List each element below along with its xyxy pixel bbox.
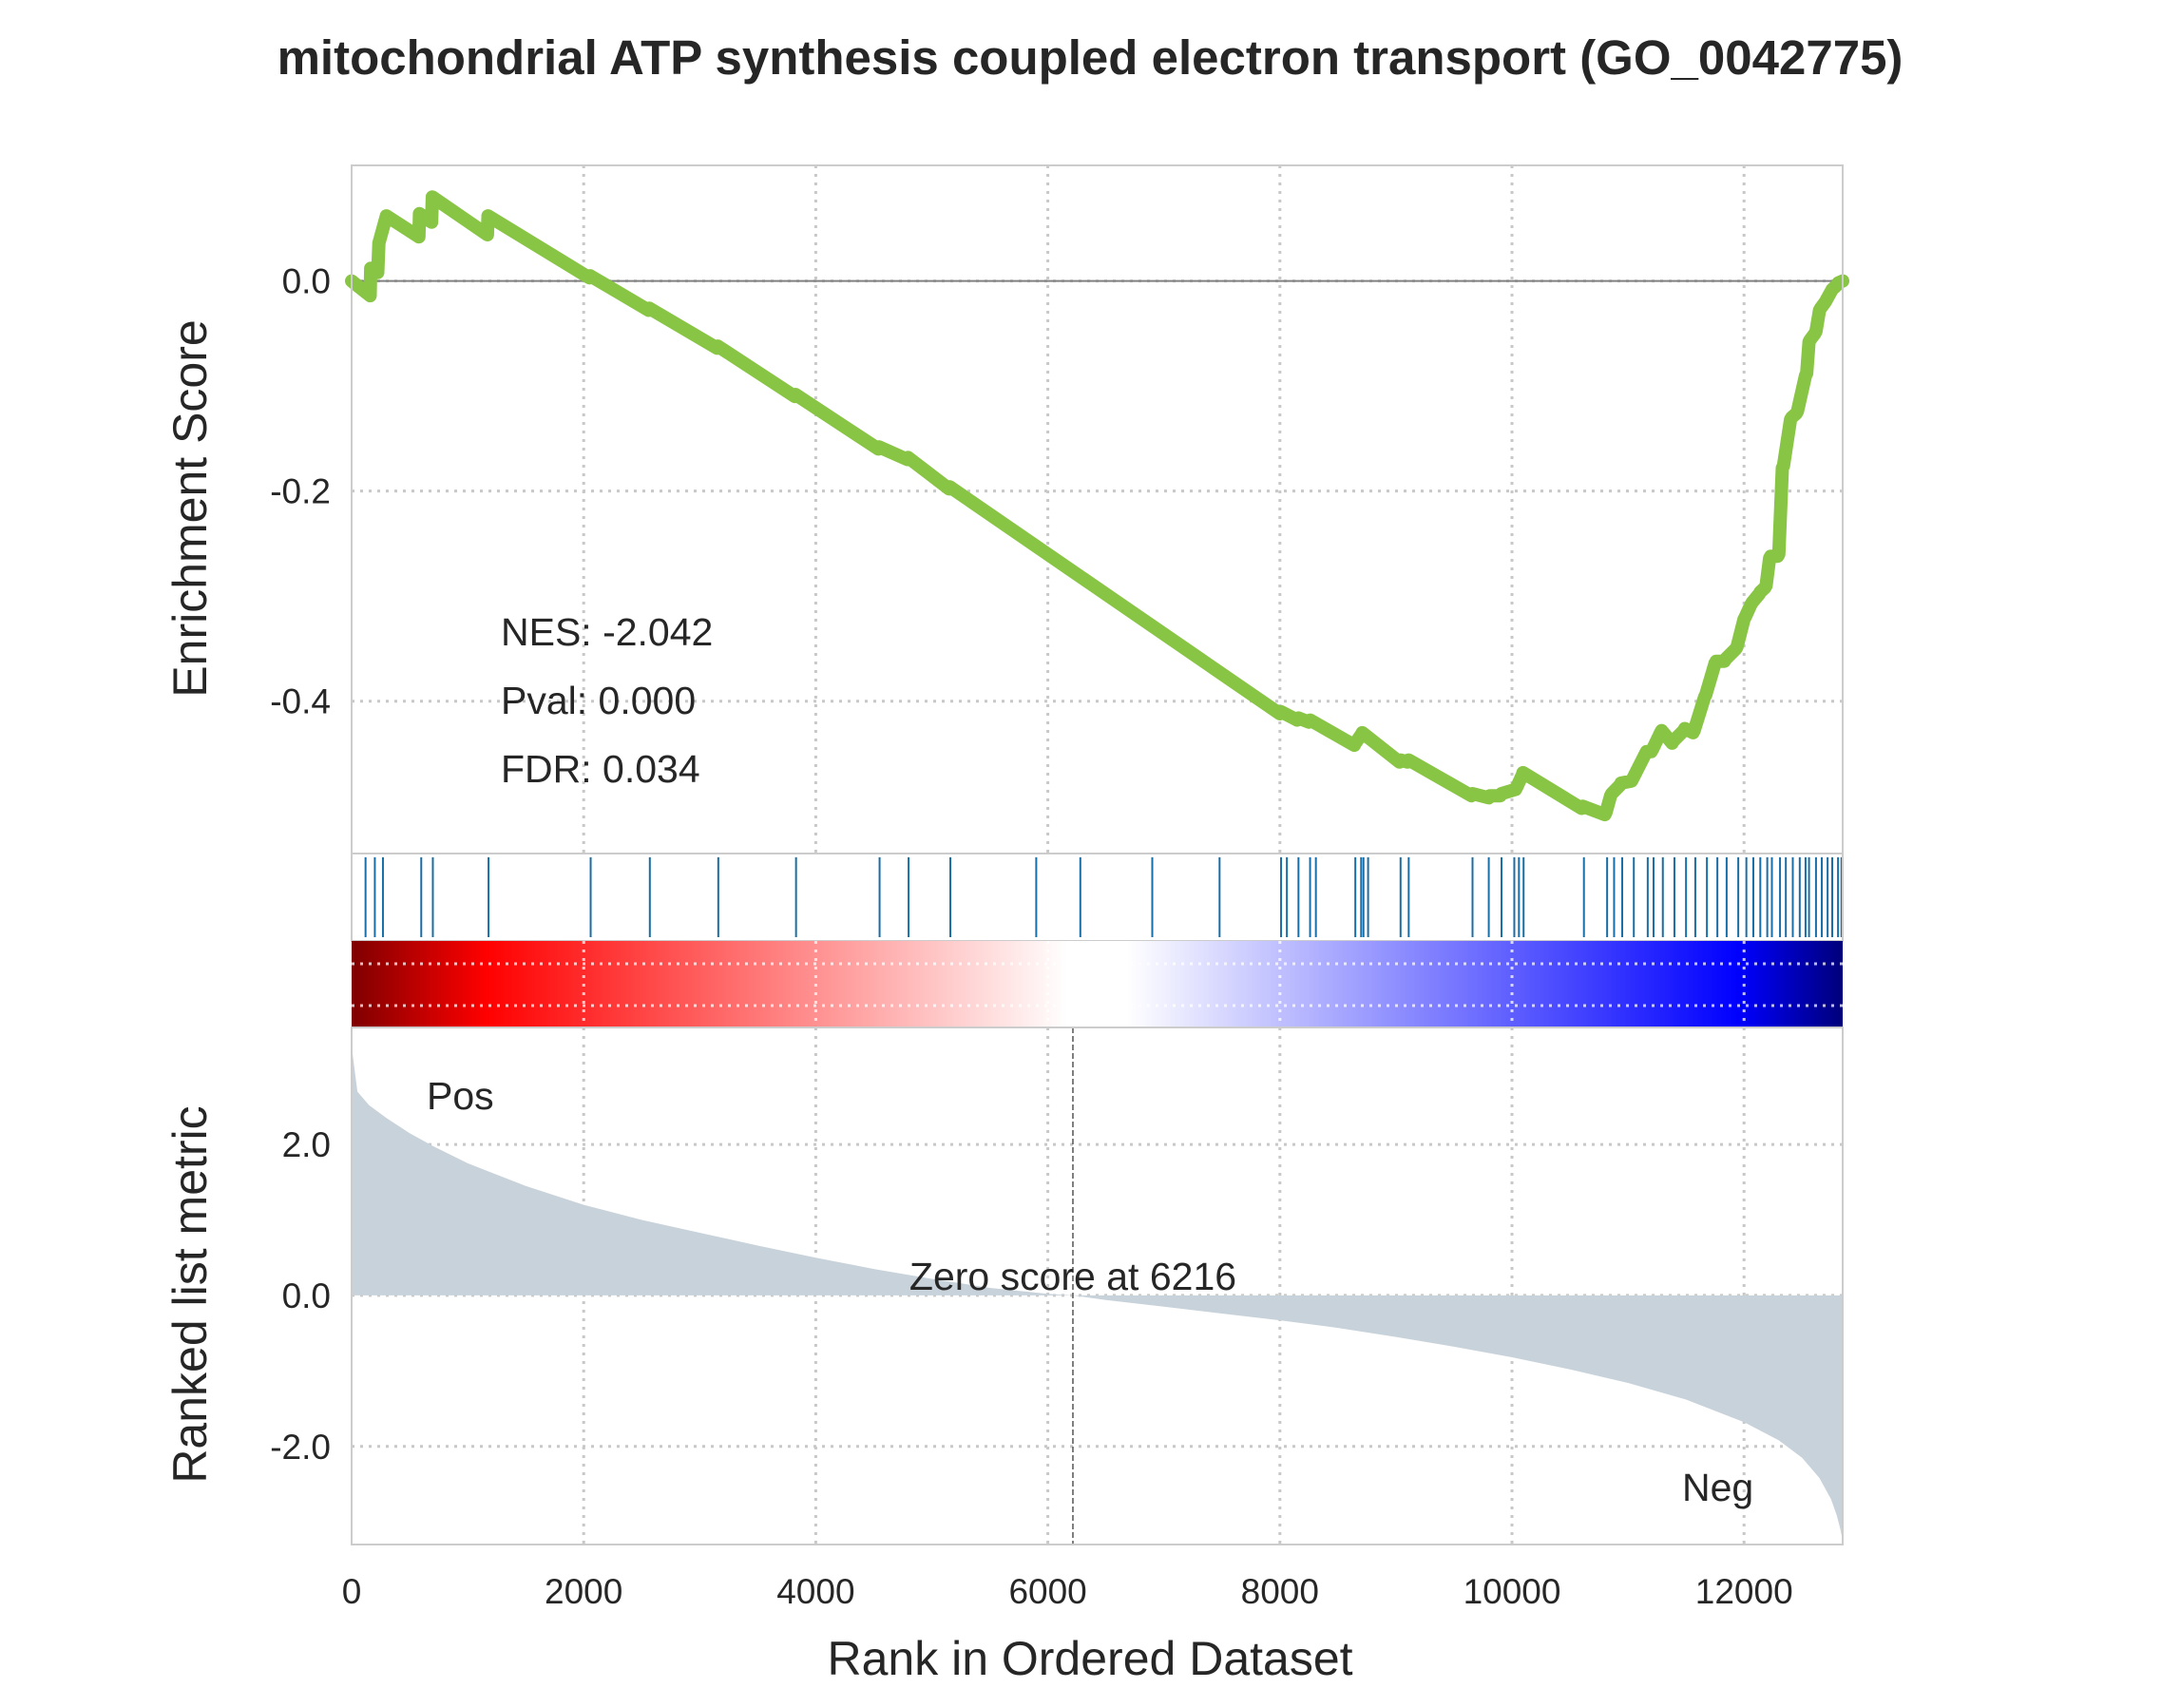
x-ticks: 0 2000 4000 6000 8000 10000 12000 (342, 1572, 1793, 1611)
rank-heatmap-panel (352, 941, 1843, 1027)
zero-score-label: Zero score at 6216 (909, 1255, 1236, 1298)
x-tick-label: 12000 (1695, 1572, 1793, 1611)
x-tick-label: 6000 (1008, 1572, 1086, 1611)
neg-label: Neg (1682, 1466, 1753, 1509)
nes-annotation: NES: -2.042 (501, 610, 713, 654)
es-y-tick-label: -0.2 (270, 472, 331, 511)
rank-heatmap (352, 941, 1843, 1027)
x-tick-label: 8000 (1241, 1572, 1319, 1611)
es-y-tick-label: -0.4 (270, 682, 331, 721)
ranked-grid (352, 1027, 1843, 1545)
es-y-ticks: 0.0 -0.2 -0.4 (270, 262, 331, 721)
hits-frame (351, 853, 1844, 942)
ranked-y-tick-label: 2.0 (282, 1125, 331, 1164)
ranked-metric-area (352, 1046, 1843, 1541)
pval-annotation: Pval: 0.000 (501, 679, 696, 722)
x-tick-label: 0 (342, 1572, 362, 1611)
ranked-y-ticks: 2.0 0.0 -2.0 (270, 1125, 331, 1467)
fdr-annotation: FDR: 0.034 (501, 747, 700, 791)
pos-label: Pos (427, 1074, 494, 1118)
x-tick-label: 2000 (545, 1572, 622, 1611)
enrichment-score-panel: 0.0 -0.2 -0.4 NES: -2.042 Pval: 0.000 FDR:… (163, 164, 1849, 854)
x-tick-label: 4000 (776, 1572, 854, 1611)
es-y-axis-label: Enrichment Score (163, 319, 217, 697)
ranked-y-tick-label: 0.0 (282, 1276, 331, 1315)
ranked-y-axis-label: Ranked list metric (163, 1105, 217, 1483)
x-axis-label: Rank in Ordered Dataset (827, 1632, 1352, 1685)
chart-title: mitochondrial ATP synthesis coupled elec… (277, 30, 1904, 85)
hits-panel (351, 853, 1844, 942)
ranked-y-tick-label: -2.0 (270, 1428, 331, 1467)
es-curve (345, 190, 1849, 822)
es-y-tick-label: 0.0 (282, 262, 331, 301)
heatmap-grid (352, 941, 1843, 1027)
x-tick-label: 10000 (1464, 1572, 1561, 1611)
ranked-frame (351, 1027, 1844, 1545)
ranked-metric-panel: Zero score at 6216 Pos Neg 2.0 0.0 -2.0 Ra… (163, 1027, 1844, 1545)
hit-markers (364, 857, 1843, 937)
